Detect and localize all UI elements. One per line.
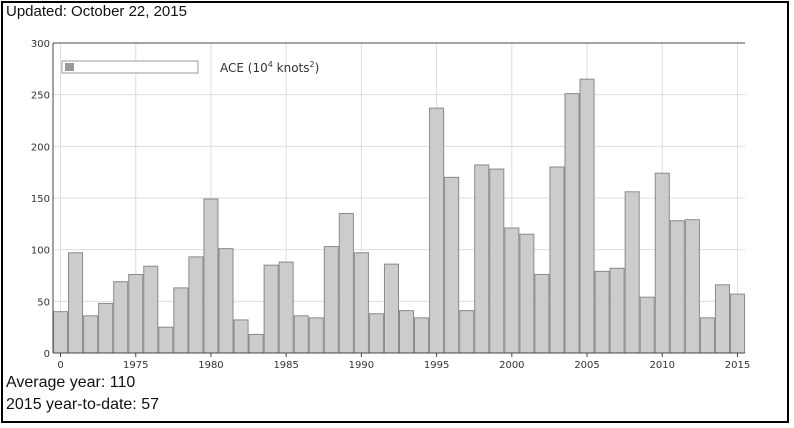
bar-1999[interactable]: 1999: 178: [489, 168, 505, 354]
y-tick-label: 300: [31, 39, 50, 50]
year-to-date-text: 2015 year-to-date: 57: [6, 396, 159, 413]
bar-1998[interactable]: 1998: 182: [474, 164, 490, 354]
bar-1973[interactable]: 1973: 48: [98, 302, 114, 354]
x-tick-label: 2005: [574, 360, 599, 371]
legend: ACE (104 knots2): [61, 60, 319, 75]
bar-2010[interactable]: 2010: 174: [654, 172, 670, 354]
x-tick-label: 2010: [650, 360, 675, 371]
bar-series: 1970: 401971: 971972: 361973: 481974: 69…: [53, 78, 746, 354]
x-tick-label: 1985: [273, 360, 298, 371]
bar-2008[interactable]: 2008: 156: [624, 191, 640, 354]
bar-1991[interactable]: 1991: 38: [368, 313, 384, 354]
legend-box[interactable]: [61, 60, 199, 74]
x-tick-label: 2015: [725, 360, 750, 371]
bar-1992[interactable]: 1992: 86: [383, 263, 399, 354]
x-tick-label: 1990: [349, 360, 374, 371]
y-tick-label: 100: [31, 246, 50, 257]
bar-1995[interactable]: 1995: 237: [429, 107, 445, 354]
bar-1978[interactable]: 1978: 63: [173, 287, 189, 354]
bar-1987[interactable]: 1987: 34: [308, 317, 324, 354]
legend-label: ACE (104 knots2): [220, 60, 319, 75]
bar-1996[interactable]: 1996: 170: [444, 176, 460, 354]
y-tick-label: 0: [44, 349, 50, 360]
bar-2009[interactable]: 2009: 54: [639, 296, 655, 354]
bar-1984[interactable]: 1984: 85: [263, 264, 279, 354]
updated-date-text: Updated: October 22, 2015: [6, 3, 187, 20]
bar-1977[interactable]: 1977: 25: [158, 326, 174, 354]
bar-2013[interactable]: 2013: 34: [699, 317, 715, 354]
x-tick-label: 0: [57, 360, 63, 371]
bar-1989[interactable]: 1989: 135: [338, 213, 354, 354]
y-tick-label: 150: [31, 194, 50, 205]
bar-2007[interactable]: 2007: 82: [609, 267, 625, 354]
y-tick-label: 50: [37, 297, 50, 308]
bar-2005[interactable]: 2005: 265: [579, 78, 595, 354]
bar-2015[interactable]: 2015: 57: [729, 293, 746, 354]
bar-1993[interactable]: 1993: 41: [399, 310, 415, 354]
bar-1976[interactable]: 1976: 84: [143, 265, 159, 354]
bar-1986[interactable]: 1986: 36: [293, 315, 309, 354]
bar-1997[interactable]: 1997: 41: [459, 310, 475, 354]
y-tick-label: 200: [31, 142, 50, 153]
bar-2001[interactable]: 2001: 115: [519, 233, 535, 354]
bar-2004[interactable]: 2004: 251: [564, 93, 580, 354]
bar-1970[interactable]: 1970: 40: [53, 311, 69, 354]
x-tick-label: 2000: [499, 360, 524, 371]
bar-2012[interactable]: 2012: 129: [684, 219, 700, 354]
bar-2003[interactable]: 2003: 180: [549, 166, 565, 354]
bar-1983[interactable]: 1983: 18: [248, 333, 264, 354]
bar-2014[interactable]: 2014: 66: [714, 284, 730, 354]
bar-1979[interactable]: 1979: 93: [188, 256, 204, 354]
bar-1980[interactable]: 1980: 149: [203, 198, 219, 354]
bar-2011[interactable]: 2011: 128: [669, 220, 685, 354]
bar-1988[interactable]: 1988: 103: [323, 246, 339, 354]
legend-swatch: [65, 63, 74, 71]
bar-1975[interactable]: 1975: 76: [128, 273, 144, 354]
bar-1981[interactable]: 1981: 101: [218, 248, 234, 354]
bar-1985[interactable]: 1985: 88: [278, 261, 294, 354]
bar-1990[interactable]: 1990: 97: [353, 252, 369, 354]
bar-1994[interactable]: 1994: 34: [414, 317, 430, 354]
x-tick-label: 1980: [198, 360, 223, 371]
x-tick-label: 1975: [123, 360, 148, 371]
bar-1974[interactable]: 1974: 69: [113, 281, 129, 354]
bar-1972[interactable]: 1972: 36: [83, 315, 99, 354]
y-tick-label: 250: [31, 91, 50, 102]
bar-2006[interactable]: 2006: 79: [594, 270, 610, 354]
bar-2000[interactable]: 2000: 121: [504, 227, 520, 354]
axes: 0 50 100 150 200 250 300 0 1975 1980 1985 1990 1995 2…: [31, 39, 750, 371]
average-year-text: Average year: 110: [6, 374, 136, 391]
bar-1982[interactable]: 1982: 32: [233, 319, 249, 354]
x-tick-label: 1995: [424, 360, 449, 371]
bar-1971[interactable]: 1971: 97: [68, 252, 84, 354]
